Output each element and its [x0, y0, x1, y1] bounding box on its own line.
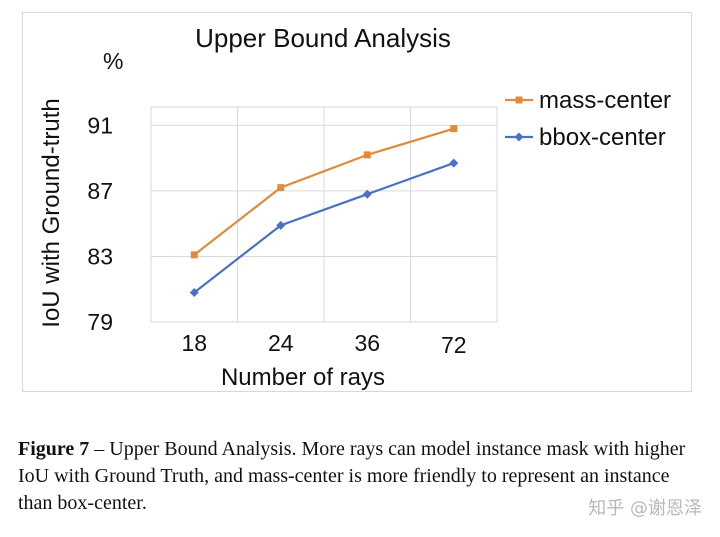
legend: mass-center bbox-center — [505, 87, 671, 151]
data-point-bbox-center — [362, 189, 372, 199]
data-point-mass-center — [363, 151, 371, 159]
y-tick-label: 83 — [87, 243, 113, 269]
x-tick-label: 72 — [441, 332, 467, 358]
line-chart: 79 83 87 91 18 24 36 72 Upper Bound Analysis% Num… — [38, 23, 671, 391]
watermark: 知乎 @谢恩泽 — [588, 498, 702, 519]
series-line-bbox-center — [193, 162, 455, 294]
legend-marker-bbox-center — [514, 132, 524, 142]
legend-marker-mass-center — [515, 96, 523, 104]
labels-layer: 79 83 87 91 18 24 36 72 Upper Bound Analysis% Num… — [38, 23, 467, 391]
caption-label: Figure 7 — [18, 438, 90, 460]
x-axis-title: Number of rays — [221, 364, 385, 391]
x-tick-label: 36 — [354, 330, 380, 356]
y-axis-title: IoU with Ground-truth — [38, 98, 65, 327]
gridlines — [150, 106, 498, 323]
y-tick-label: 91 — [87, 112, 113, 138]
data-point-mass-center — [450, 125, 458, 133]
series-line-mass-center — [193, 127, 455, 256]
data-point-bbox-center — [449, 158, 459, 168]
caption-text: Upper Bound Analysis. More rays can mode… — [18, 438, 686, 514]
x-tick-label: 24 — [268, 330, 294, 356]
chart-frame: 79 83 87 91 18 24 36 72 Upper Bound Analysis% Num… — [22, 12, 692, 392]
y-tick-label: 79 — [87, 309, 113, 335]
y-unit-label: % — [103, 48, 123, 74]
series-layer — [189, 125, 459, 298]
chart-title: Upper Bound Analysis — [195, 23, 451, 53]
caption-dash: – — [89, 438, 110, 460]
data-point-bbox-center — [189, 288, 199, 298]
figure-caption: Figure 7 – Upper Bound Analysis. More ra… — [18, 436, 698, 517]
data-point-mass-center — [277, 184, 285, 192]
y-tick-label: 87 — [87, 178, 113, 204]
legend-label-bbox-center: bbox-center — [539, 124, 666, 151]
data-point-mass-center — [190, 251, 198, 259]
legend-label-mass-center: mass-center — [539, 87, 671, 114]
x-tick-label: 18 — [181, 330, 207, 356]
data-point-bbox-center — [276, 220, 286, 230]
